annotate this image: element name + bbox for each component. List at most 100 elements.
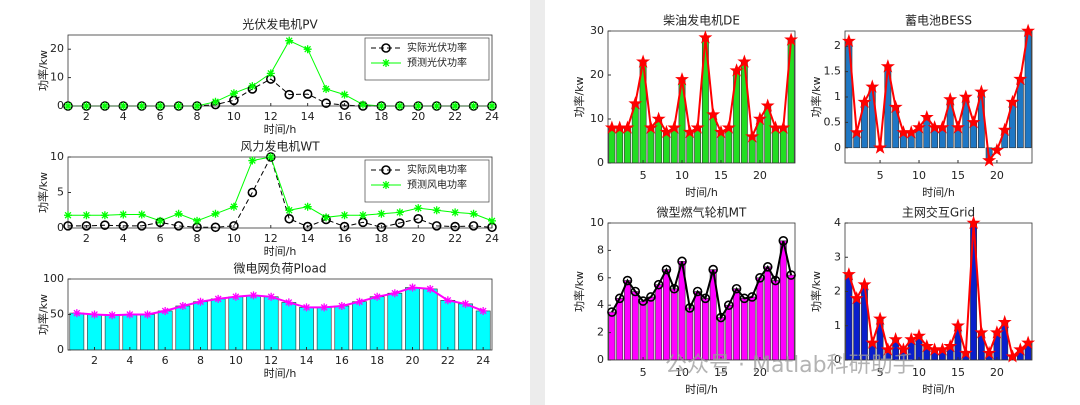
x-tick-label: 5 xyxy=(640,169,647,182)
marker xyxy=(321,98,331,108)
bar xyxy=(740,298,748,360)
marker xyxy=(752,111,767,125)
x-tick-label: 6 xyxy=(157,110,164,123)
bar xyxy=(1016,78,1024,149)
bar xyxy=(764,266,772,360)
marker xyxy=(646,292,656,302)
marker xyxy=(156,102,165,110)
y-tick-label: 3 xyxy=(834,250,841,263)
marker xyxy=(659,124,674,139)
marker xyxy=(100,220,110,230)
x-tick-label: 24 xyxy=(485,110,499,123)
marker xyxy=(747,292,757,302)
y-axis-label: 功率/kw xyxy=(36,172,50,213)
bar xyxy=(772,280,779,360)
bar xyxy=(422,288,438,350)
marker xyxy=(340,211,349,220)
x-axis-label: 时间/h xyxy=(685,186,718,199)
marker xyxy=(904,125,919,139)
marker xyxy=(1021,23,1036,37)
marker xyxy=(247,187,258,198)
legend-label: 预测光伏功率 xyxy=(407,56,467,69)
marker xyxy=(677,256,687,267)
marker xyxy=(636,54,651,68)
x-tick-label: 12 xyxy=(264,354,278,367)
marker xyxy=(90,310,99,319)
bar xyxy=(725,127,733,163)
marker xyxy=(912,120,926,134)
x-tick-label: 20 xyxy=(990,169,1004,182)
marker xyxy=(873,311,888,325)
bar xyxy=(670,127,678,163)
marker xyxy=(982,153,997,167)
bar xyxy=(694,127,702,163)
marker xyxy=(958,89,973,103)
marker xyxy=(479,306,488,315)
marker xyxy=(248,82,257,91)
axes-box xyxy=(67,156,493,229)
marker xyxy=(469,102,478,110)
marker xyxy=(174,209,183,218)
bar xyxy=(756,277,764,360)
bar xyxy=(246,295,261,350)
marker xyxy=(322,213,331,222)
x-tick-label: 20 xyxy=(990,366,1004,379)
marker xyxy=(451,102,460,110)
bar xyxy=(175,305,191,350)
marker xyxy=(229,221,239,231)
x-tick-label: 15 xyxy=(951,366,965,379)
marker xyxy=(210,222,221,233)
marker xyxy=(320,303,329,312)
y-tick-label: 0.5 xyxy=(824,115,842,128)
x-tick-label: 20 xyxy=(411,110,425,123)
bar xyxy=(458,303,473,350)
x-tick-label: 12 xyxy=(264,110,278,123)
y-axis-label: 功率/kw xyxy=(36,294,50,335)
y-tick-label: 2 xyxy=(597,326,604,339)
marker xyxy=(700,293,711,304)
marker xyxy=(249,291,258,300)
bar xyxy=(475,310,491,350)
legend-marker xyxy=(381,43,391,53)
marker xyxy=(729,63,744,77)
marker xyxy=(302,303,311,312)
marker xyxy=(431,221,442,231)
marker xyxy=(450,221,460,232)
y-tick-label: 10 xyxy=(50,71,64,84)
marker xyxy=(178,301,187,310)
bar xyxy=(686,131,694,163)
marker xyxy=(896,342,911,356)
marker xyxy=(355,297,364,306)
x-tick-label: 18 xyxy=(374,110,388,123)
marker xyxy=(248,156,257,165)
bar xyxy=(655,284,663,360)
x-tick-label: 24 xyxy=(485,232,499,245)
y-tick-label: 4 xyxy=(834,216,841,229)
marker xyxy=(1013,71,1028,86)
bar xyxy=(440,299,456,350)
bar xyxy=(104,314,120,350)
bar xyxy=(624,127,631,163)
marker xyxy=(880,342,895,356)
marker xyxy=(284,298,293,307)
x-axis-label: 时间/h xyxy=(264,245,297,258)
axes-box xyxy=(67,278,493,351)
marker xyxy=(414,102,423,110)
bar xyxy=(639,300,647,360)
marker xyxy=(865,79,880,93)
x-tick-label: 22 xyxy=(441,354,455,367)
marker xyxy=(651,111,666,125)
x-axis-label: 时间/h xyxy=(264,123,297,136)
bar xyxy=(369,296,385,350)
y-tick-label: 50 xyxy=(50,308,64,321)
marker xyxy=(943,338,958,353)
x-tick-label: 4 xyxy=(120,232,127,245)
bar xyxy=(779,127,787,163)
legend-label: 预测风电功率 xyxy=(407,178,467,191)
marker xyxy=(426,284,435,293)
marker xyxy=(841,33,856,48)
marker xyxy=(919,338,934,353)
marker xyxy=(390,289,399,298)
marker xyxy=(413,213,424,224)
